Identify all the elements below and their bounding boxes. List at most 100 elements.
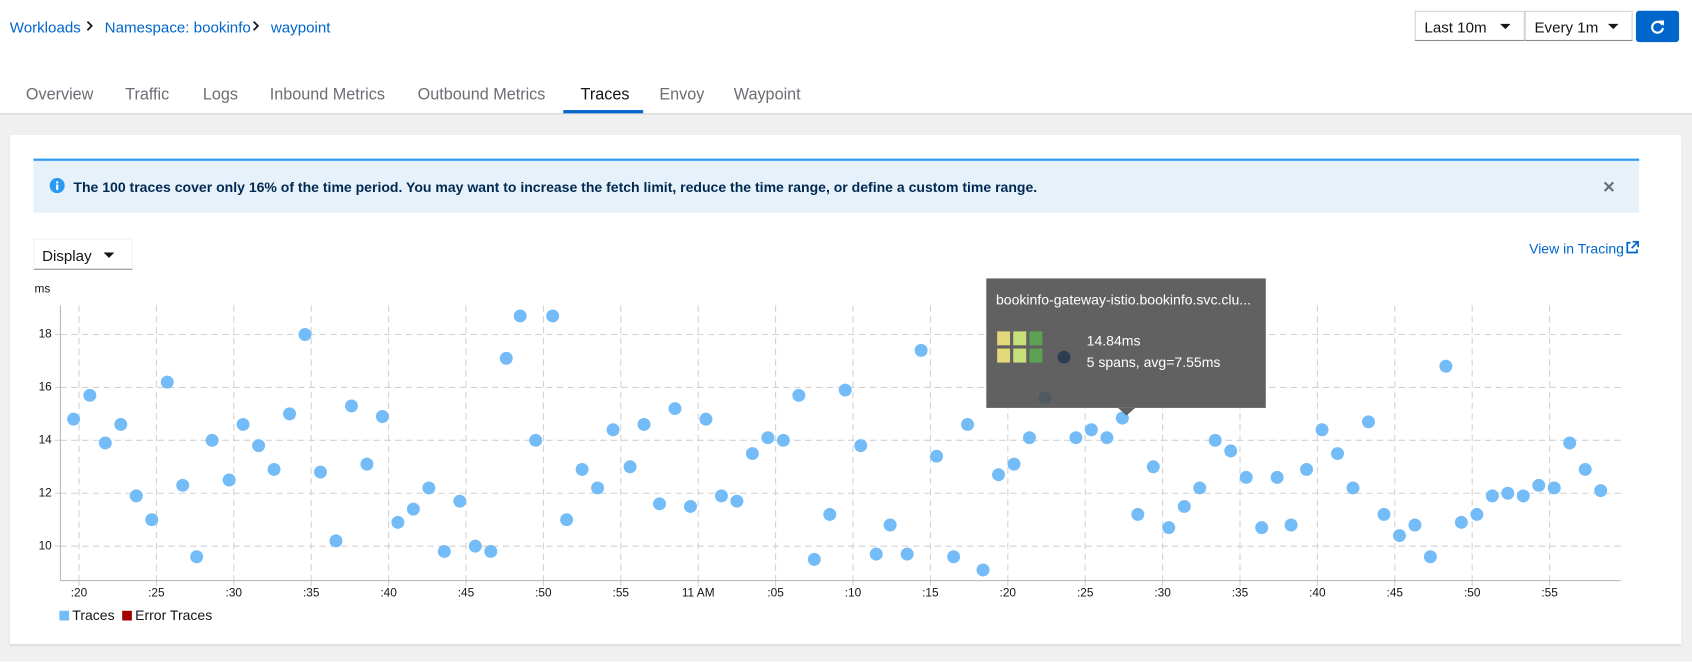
x-tick-label: :20 [1000, 586, 1017, 600]
legend-label: Traces [72, 607, 114, 623]
display-label: Display [42, 247, 92, 265]
tooltip-duration: 14.84ms [1086, 332, 1141, 349]
trace-point [1100, 431, 1114, 445]
trace-point [606, 423, 620, 437]
x-tick-label: :45 [458, 586, 475, 600]
alert-text: The 100 traces cover only 16% of the tim… [73, 179, 1038, 196]
x-tick-label: :05 [767, 586, 784, 600]
trace-point [129, 489, 143, 503]
trace-point [513, 309, 527, 323]
x-tick-label: :30 [1154, 586, 1171, 600]
trace-point [453, 494, 467, 508]
y-tick-label: 14 [39, 432, 53, 446]
x-tick-label: :40 [1309, 586, 1326, 600]
trace-point [468, 539, 482, 553]
range-select[interactable]: Last 10m [1414, 10, 1525, 42]
tab[interactable]: Waypoint [733, 85, 801, 104]
trace-point [1594, 484, 1608, 498]
tab[interactable]: Envoy [659, 85, 705, 104]
breadcrumb-link[interactable]: waypoint [270, 18, 331, 36]
y-tick-label: 18 [39, 327, 53, 341]
tab[interactable]: Logs [202, 85, 238, 104]
trace-point [1532, 478, 1546, 492]
trace-point [699, 412, 713, 426]
x-tick-label: :10 [845, 586, 862, 600]
trace-point [976, 563, 990, 577]
tooltip-title: bookinfo-gateway-istio.bookinfo.svc.clu.… [996, 291, 1251, 308]
trace-point [1193, 481, 1207, 495]
trace-point [776, 433, 790, 447]
trace-point [961, 417, 975, 431]
trace-point [575, 462, 589, 476]
breadcrumb-link[interactable]: Namespace: bookinfo [104, 18, 251, 36]
trace-point [406, 502, 420, 516]
breadcrumb-link[interactable]: Workloads [9, 18, 81, 36]
refresh-label: Every 1m [1534, 18, 1599, 36]
trace-point [160, 375, 174, 389]
trace-point [236, 417, 250, 431]
trace-point [499, 351, 513, 365]
external-icon [1626, 240, 1639, 254]
tab-active[interactable]: Traces [580, 85, 630, 104]
trace-point [745, 447, 759, 461]
trace-point [1439, 359, 1453, 373]
trace-point [1224, 444, 1238, 458]
alert: The 100 traces cover only 16% of the tim… [33, 158, 1640, 213]
refresh-icon [1651, 20, 1664, 34]
x-tick-label: :30 [226, 586, 243, 600]
trace-point [591, 481, 605, 495]
trace-point [992, 468, 1005, 482]
trace-point [623, 460, 637, 474]
tab[interactable]: Overview [25, 85, 94, 104]
trace-point [1392, 529, 1406, 543]
trace-point [1470, 507, 1484, 521]
trace-point [176, 478, 190, 492]
tab[interactable]: Traffic [125, 85, 170, 104]
x-tick-label: :55 [613, 586, 630, 600]
chevron [86, 20, 93, 31]
trace-point [484, 544, 498, 558]
tooltip: bookinfo-gateway-istio.bookinfo.svc.clu.… [986, 278, 1266, 416]
trace-point [900, 547, 914, 561]
trace-point [854, 439, 868, 453]
trace-point [222, 473, 236, 487]
x-tick-label: :45 [1387, 586, 1404, 600]
grid [55, 305, 1621, 586]
trace-point [869, 547, 883, 561]
y-tick-label: 16 [39, 380, 53, 394]
trace-point [252, 439, 266, 453]
trace-point [1208, 433, 1222, 447]
trace-point [360, 457, 374, 471]
legend-swatch [122, 610, 132, 621]
trace-point [1239, 470, 1253, 484]
trace-point [560, 513, 574, 527]
trace-point [838, 383, 852, 397]
tab-underline [563, 110, 644, 114]
trace-point [1177, 499, 1191, 513]
trace-point [546, 309, 560, 323]
trace-point [761, 431, 775, 445]
close-icon[interactable] [1603, 181, 1615, 192]
tab[interactable]: Inbound Metrics [269, 85, 385, 104]
trace-point [1485, 489, 1499, 503]
caret [1499, 23, 1511, 30]
trace-point [67, 412, 81, 426]
trace-point [1563, 436, 1577, 450]
refresh-select[interactable]: Every 1m [1524, 10, 1633, 42]
trace-point [1069, 431, 1083, 445]
display-select[interactable]: Display [33, 238, 133, 270]
trace-point [1284, 518, 1298, 532]
y-tick-label: 10 [39, 538, 53, 552]
x-tick-label: :25 [1077, 586, 1094, 600]
tracing-link[interactable]: View in Tracing [1529, 240, 1624, 257]
legend-swatch [59, 610, 70, 621]
trace-point [1255, 521, 1269, 535]
refresh-button[interactable] [1635, 10, 1680, 43]
trace-point [668, 402, 682, 416]
tab[interactable]: Outbound Metrics [417, 85, 546, 104]
trace-point [914, 343, 928, 357]
trace-point [930, 449, 944, 463]
trace-point [883, 518, 897, 532]
trace-point [1315, 423, 1329, 437]
